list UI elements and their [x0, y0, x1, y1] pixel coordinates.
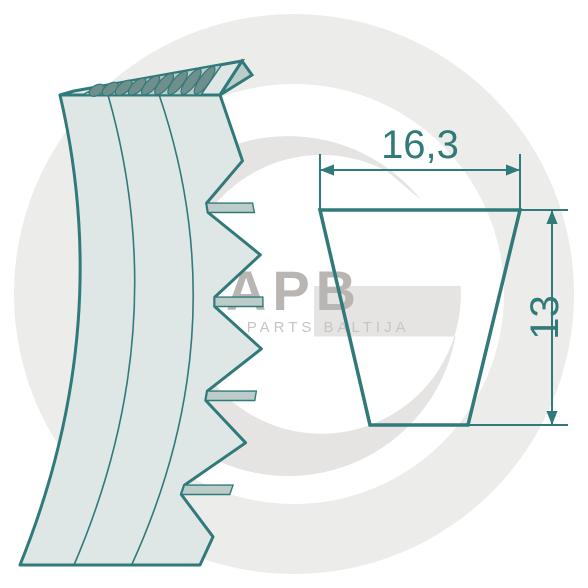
- dim-height-label: 13: [523, 295, 567, 340]
- diagram-svg: APB AGRO PARTS BALTIJA 16,313: [0, 0, 588, 588]
- dim-width-label: 16,3: [381, 123, 459, 167]
- diagram-canvas: APB AGRO PARTS BALTIJA 16,313: [0, 0, 588, 588]
